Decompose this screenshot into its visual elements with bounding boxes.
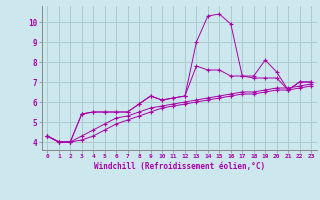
X-axis label: Windchill (Refroidissement éolien,°C): Windchill (Refroidissement éolien,°C) <box>94 162 265 171</box>
